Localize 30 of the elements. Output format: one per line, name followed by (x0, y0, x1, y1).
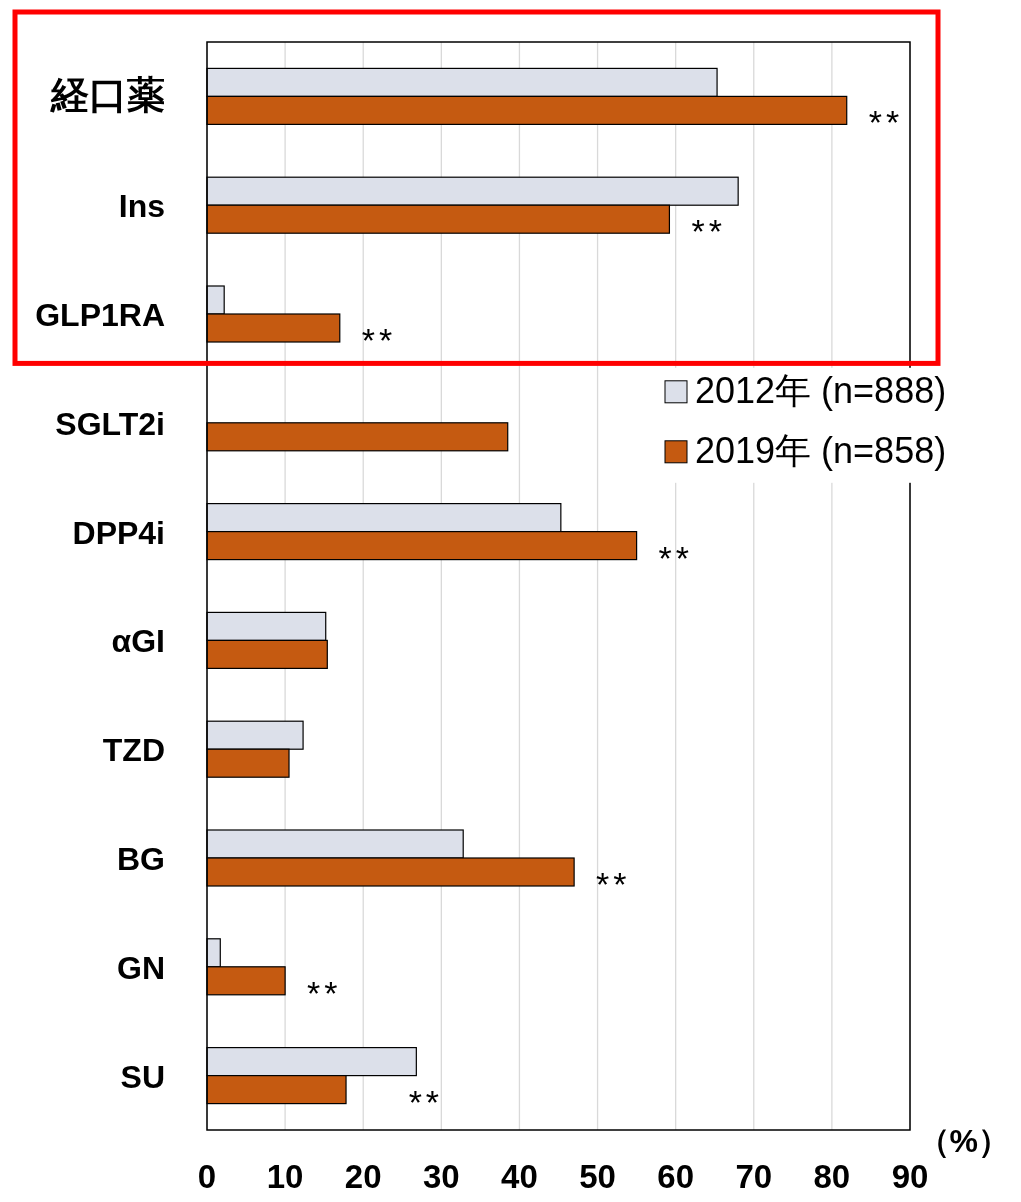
annotation: ** (307, 973, 342, 1012)
y-tick-label: GLP1RA (35, 297, 165, 333)
y-tick-label: Ins (118, 188, 165, 225)
y-tick-label: GN (117, 949, 165, 986)
x-tick-label: 70 (735, 1158, 773, 1195)
y-tick-label: SU (120, 1058, 165, 1095)
annotation: ** (691, 212, 726, 251)
y-tick-label: DPP4i (72, 514, 165, 551)
annotation: ** (361, 321, 397, 359)
x-tick-label: 0 (197, 1158, 217, 1195)
x-tick-label: 60 (657, 1158, 695, 1195)
x-tick-label: 50 (579, 1158, 616, 1195)
x-tick-label: 80 (813, 1158, 851, 1195)
annotation: ** (408, 1082, 444, 1121)
x-tick-label: 20 (344, 1158, 382, 1195)
x-tick-label: 40 (501, 1158, 538, 1195)
y-tick-label: αGI (111, 623, 165, 660)
annotation: ** (658, 538, 694, 577)
legend-label: 2019年 (n=858) (695, 429, 947, 471)
x-tick-label: 10 (266, 1158, 304, 1195)
x-axis-title: （%） (917, 1123, 1010, 1159)
y-tick-label: TZD (102, 732, 165, 769)
x-tick-label: 30 (422, 1158, 460, 1195)
x-tick-label: 90 (891, 1158, 929, 1195)
y-tick-label: BG (117, 841, 165, 877)
y-tick-label: 経口薬 (50, 74, 165, 117)
legend-label: 2012年 (n=888) (695, 369, 947, 411)
annotation: ** (596, 865, 631, 903)
y-tick-label: SGLT2i (55, 405, 165, 442)
annotation: ** (868, 103, 904, 142)
